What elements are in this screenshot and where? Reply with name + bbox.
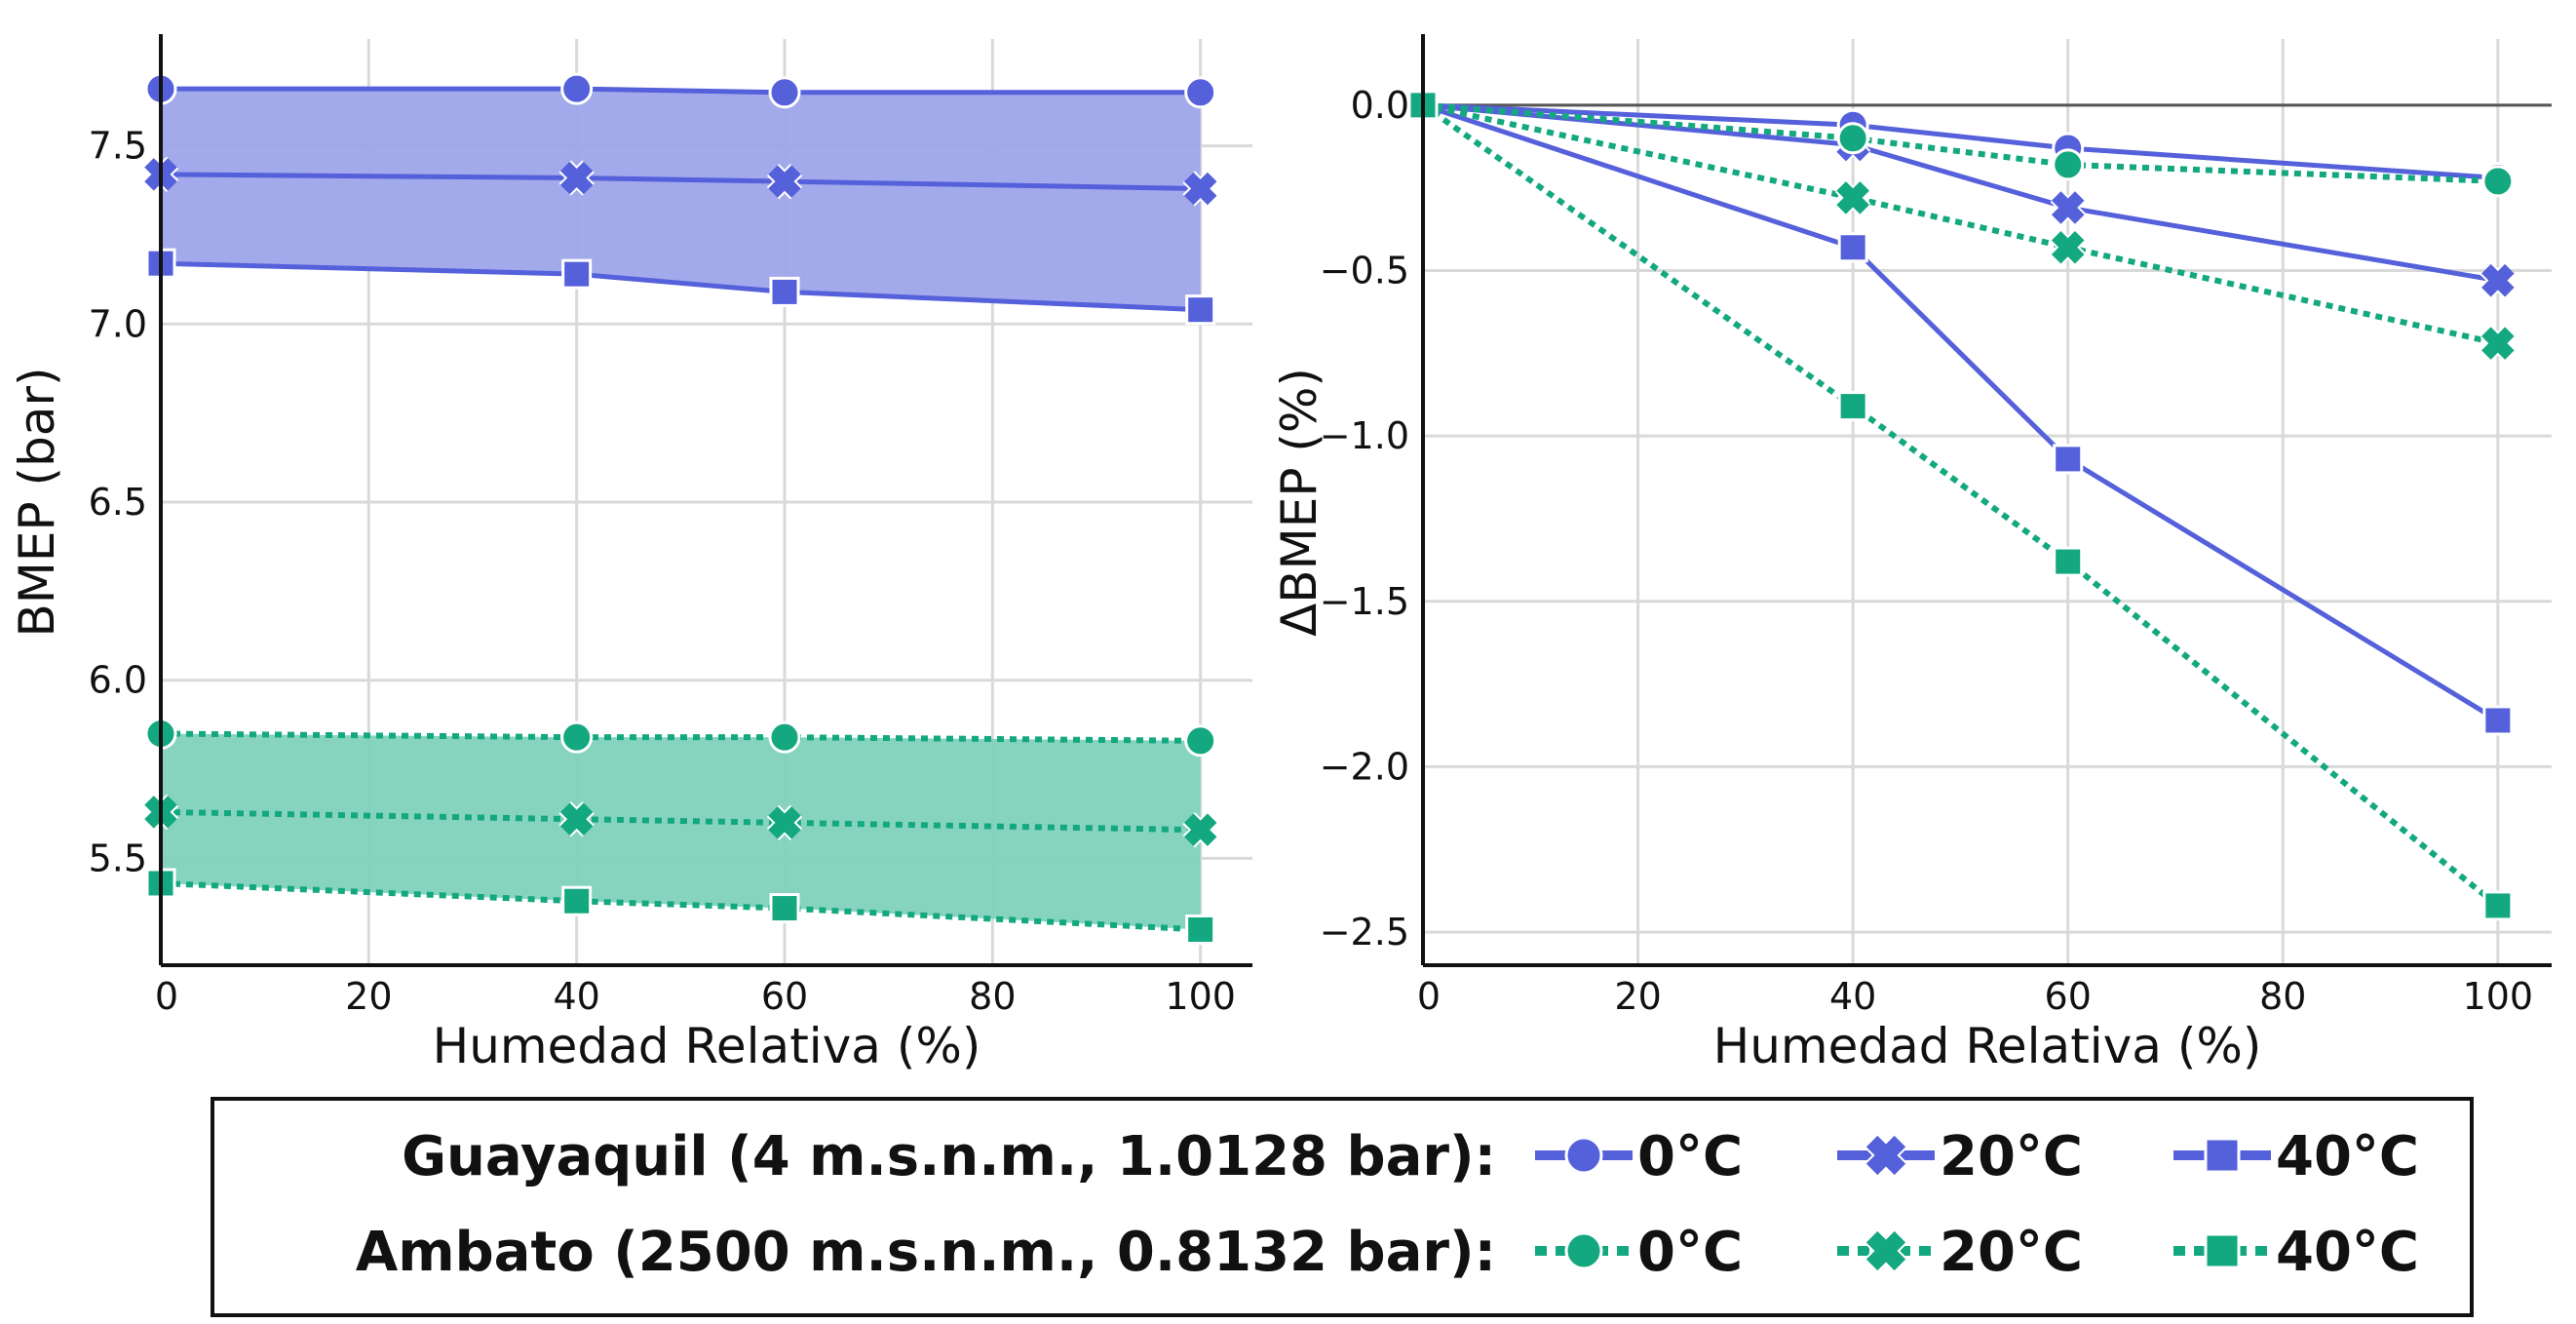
legend-marker-guayaquil-20c: [1865, 1134, 1907, 1177]
x-tick-label: 40: [1829, 975, 1876, 1018]
x-tick-label: 0: [1417, 975, 1441, 1018]
point-ambato-20c: [1834, 179, 1871, 216]
x-tick-label: 40: [553, 975, 599, 1018]
legend-box: [211, 1097, 2474, 1317]
series-line-ambato-20c: [1422, 101, 2499, 347]
point-ambato-0c: [768, 720, 801, 754]
point-guayaquil-0c: [768, 76, 801, 109]
point-ambato-0c: [560, 720, 594, 754]
point-ambato-40c: [769, 893, 800, 924]
y-tick-label: 6.0: [89, 659, 147, 702]
x-tick-label: 20: [345, 975, 392, 1018]
bmep-panel: 0 20 40 60 80 100 5.5 6.0 6.5 7.0 7.5 Humedad Relat…: [9, 34, 1252, 1074]
y-tick-label: −2.5: [1320, 911, 1409, 954]
point-ambato-20c: [2480, 325, 2517, 362]
series-line-guayaquil-0c: [1422, 102, 2499, 180]
point-ambato-20c: [2050, 229, 2086, 265]
x-axis-label: Humedad Relativa (%): [433, 1018, 981, 1074]
series-line-guayaquil-40c: [1422, 102, 2500, 723]
legend-label-guayaquil-0c: 0°C: [1637, 1125, 1743, 1188]
point-guayaquil-20c: [2050, 189, 2086, 226]
x-tick-label: 20: [1614, 975, 1661, 1018]
legend: Guayaquil (4 m.s.n.m., 1.0128 bar): 0°C 20…: [211, 1097, 2474, 1317]
series-line-ambato-0c: [1422, 101, 2498, 184]
guayaquil-range-band: [161, 89, 1201, 310]
series-line-ambato-20c: [160, 808, 1201, 834]
point-guayaquil-0c: [560, 72, 594, 105]
y-axis-label: BMEP (bar): [9, 367, 65, 637]
legend-marker-guayaquil-40c: [2204, 1137, 2241, 1174]
y-tick-label: 7.5: [89, 125, 147, 168]
point-guayaquil-20c: [766, 163, 803, 200]
legend-marker-ambato-0c: [1564, 1231, 1603, 1270]
series-line-guayaquil-0c: [161, 86, 1201, 96]
point-guayaquil-40c: [2053, 444, 2084, 475]
point-ambato-0c: [2052, 148, 2085, 181]
legend-label-ambato-0c: 0°C: [1637, 1221, 1743, 1284]
point-ambato-40c: [2482, 890, 2514, 921]
series-line-ambato-40c: [160, 879, 1201, 933]
legend-group-label-guayaquil: Guayaquil (4 m.s.n.m., 1.0128 bar):: [402, 1125, 1496, 1188]
point-ambato-20c: [1182, 811, 1218, 848]
point-ambato-40c: [1185, 914, 1216, 945]
series-line-ambato-40c: [1421, 102, 2500, 909]
x-tick-label: 100: [1165, 975, 1236, 1018]
point-ambato-0c: [1836, 122, 1869, 155]
legend-group-label-ambato: Ambato (2500 m.s.n.m., 0.8132 bar):: [356, 1221, 1496, 1284]
y-tick-label: 6.5: [89, 481, 147, 524]
y-tick-label: 5.5: [89, 837, 147, 879]
point-guayaquil-40c: [561, 258, 593, 290]
point-ambato-20c: [558, 801, 595, 837]
legend-label-guayaquil-20c: 20°C: [1940, 1125, 2083, 1188]
y-tick-label: 0.0: [1351, 84, 1409, 127]
point-guayaquil-40c: [1185, 294, 1216, 326]
point-guayaquil-40c: [769, 276, 800, 307]
point-ambato-20c: [766, 804, 803, 841]
series-line-guayaquil-20c: [1422, 102, 2499, 284]
y-tick-label: −1.5: [1320, 580, 1409, 623]
point-guayaquil-20c: [1182, 171, 1218, 207]
x-tick-label: 60: [2045, 975, 2092, 1018]
x-tick-label: 0: [155, 975, 178, 1018]
x-tick-label: 80: [969, 975, 1016, 1018]
point-ambato-40c: [561, 885, 593, 916]
x-axis-label: Humedad Relativa (%): [1713, 1018, 2262, 1074]
y-tick-label: 7.0: [89, 302, 147, 345]
point-ambato-40c: [1837, 391, 1868, 422]
y-tick-label: −0.5: [1320, 250, 1409, 292]
x-tick-label: 100: [2463, 975, 2534, 1018]
y-tick-label: −1.0: [1320, 414, 1409, 457]
delta-bmep-panel: 0 20 40 60 80 100 0.0 −0.5 −1.0 −1.5 −2.0 −2.5 Humed…: [1271, 34, 2552, 1074]
legend-label-ambato-20c: 20°C: [1940, 1221, 2083, 1284]
legend-marker-guayaquil-0c: [1564, 1136, 1603, 1175]
series-line-guayaquil-40c: [160, 260, 1201, 313]
point-guayaquil-40c: [2482, 705, 2514, 736]
x-tick-label: 60: [761, 975, 808, 1018]
point-guayaquil-20c: [558, 160, 595, 196]
x-tick-label: 80: [2259, 975, 2306, 1018]
legend-marker-ambato-40c: [2204, 1232, 2241, 1269]
point-ambato-0c: [2481, 165, 2515, 198]
point-ambato-0c: [1184, 724, 1217, 758]
ambato-range-band: [161, 733, 1201, 930]
legend-label-ambato-40c: 40°C: [2276, 1221, 2419, 1284]
legend-label-guayaquil-40c: 40°C: [2276, 1125, 2419, 1188]
point-ambato-40c: [2053, 546, 2084, 577]
series-line-guayaquil-20c: [160, 172, 1201, 191]
point-guayaquil-40c: [1837, 232, 1868, 263]
point-guayaquil-0c: [1184, 76, 1217, 109]
legend-marker-ambato-20c: [1865, 1229, 1907, 1272]
y-tick-label: −2.0: [1320, 745, 1409, 788]
point-guayaquil-20c: [2480, 262, 2517, 298]
y-axis-label: ΔBMEP (%): [1271, 368, 1327, 637]
series-line-ambato-0c: [160, 730, 1201, 744]
